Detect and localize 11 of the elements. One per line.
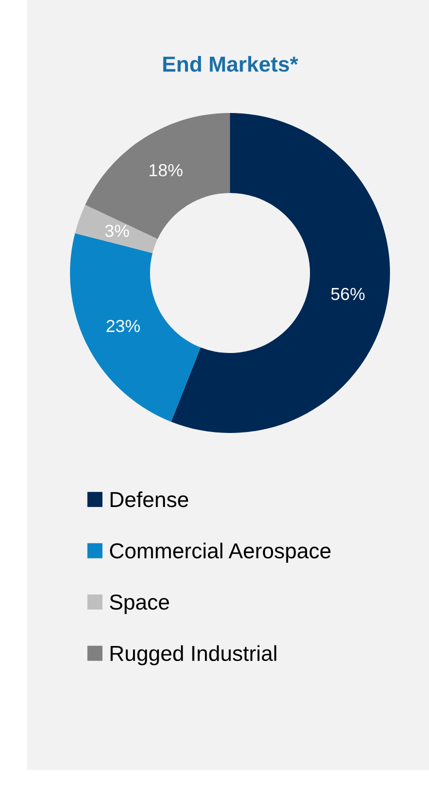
data-label: 3% <box>105 224 130 238</box>
data-label: 23% <box>106 320 140 332</box>
legend-label: Commercial Aerospace <box>110 542 330 563</box>
legend-label: Rugged Industrial <box>110 645 276 666</box>
data-label: 56% <box>331 288 365 300</box>
donut-slice <box>75 204 158 254</box>
legend-label: Space <box>110 594 169 614</box>
data-label: 18% <box>150 164 182 176</box>
legend-label: Defense <box>110 491 188 508</box>
donut-slice <box>85 113 230 239</box>
chart-title: End Markets* <box>163 56 298 72</box>
